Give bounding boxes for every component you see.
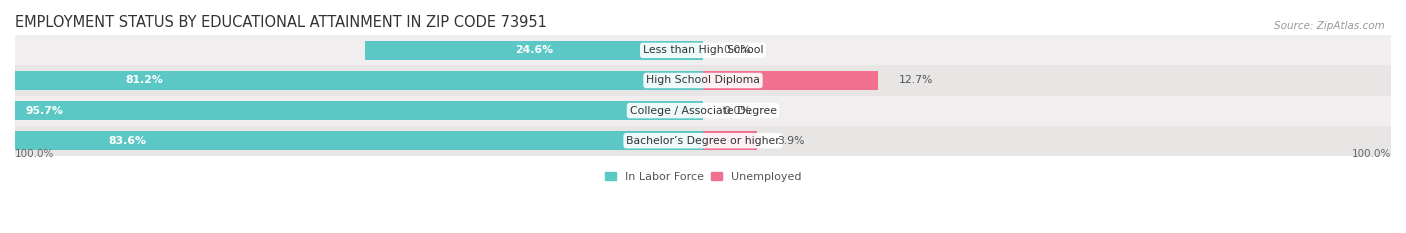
Legend: In Labor Force, Unemployed: In Labor Force, Unemployed [600, 167, 806, 186]
Text: 100.0%: 100.0% [1351, 149, 1391, 159]
Bar [15, 65, 1391, 96]
Text: 95.7%: 95.7% [25, 106, 63, 116]
Bar [15, 96, 1391, 126]
Bar [703, 131, 756, 150]
Text: 0.0%: 0.0% [724, 45, 751, 55]
Bar [0, 71, 703, 90]
Text: 3.9%: 3.9% [778, 136, 804, 146]
Text: 0.0%: 0.0% [724, 106, 751, 116]
Text: 100.0%: 100.0% [15, 149, 55, 159]
Text: 24.6%: 24.6% [515, 45, 553, 55]
Bar [0, 101, 703, 120]
Bar [15, 126, 1391, 156]
Text: Source: ZipAtlas.com: Source: ZipAtlas.com [1274, 21, 1385, 31]
Text: 83.6%: 83.6% [108, 136, 146, 146]
Text: 12.7%: 12.7% [898, 75, 932, 86]
Text: EMPLOYMENT STATUS BY EDUCATIONAL ATTAINMENT IN ZIP CODE 73951: EMPLOYMENT STATUS BY EDUCATIONAL ATTAINM… [15, 15, 547, 30]
Text: Bachelor’s Degree or higher: Bachelor’s Degree or higher [626, 136, 780, 146]
Bar [15, 35, 1391, 65]
Bar [0, 131, 703, 150]
Text: 81.2%: 81.2% [125, 75, 163, 86]
Bar [703, 71, 877, 90]
Text: College / Associate Degree: College / Associate Degree [630, 106, 776, 116]
Text: High School Diploma: High School Diploma [647, 75, 759, 86]
Bar [364, 41, 703, 60]
Text: Less than High School: Less than High School [643, 45, 763, 55]
